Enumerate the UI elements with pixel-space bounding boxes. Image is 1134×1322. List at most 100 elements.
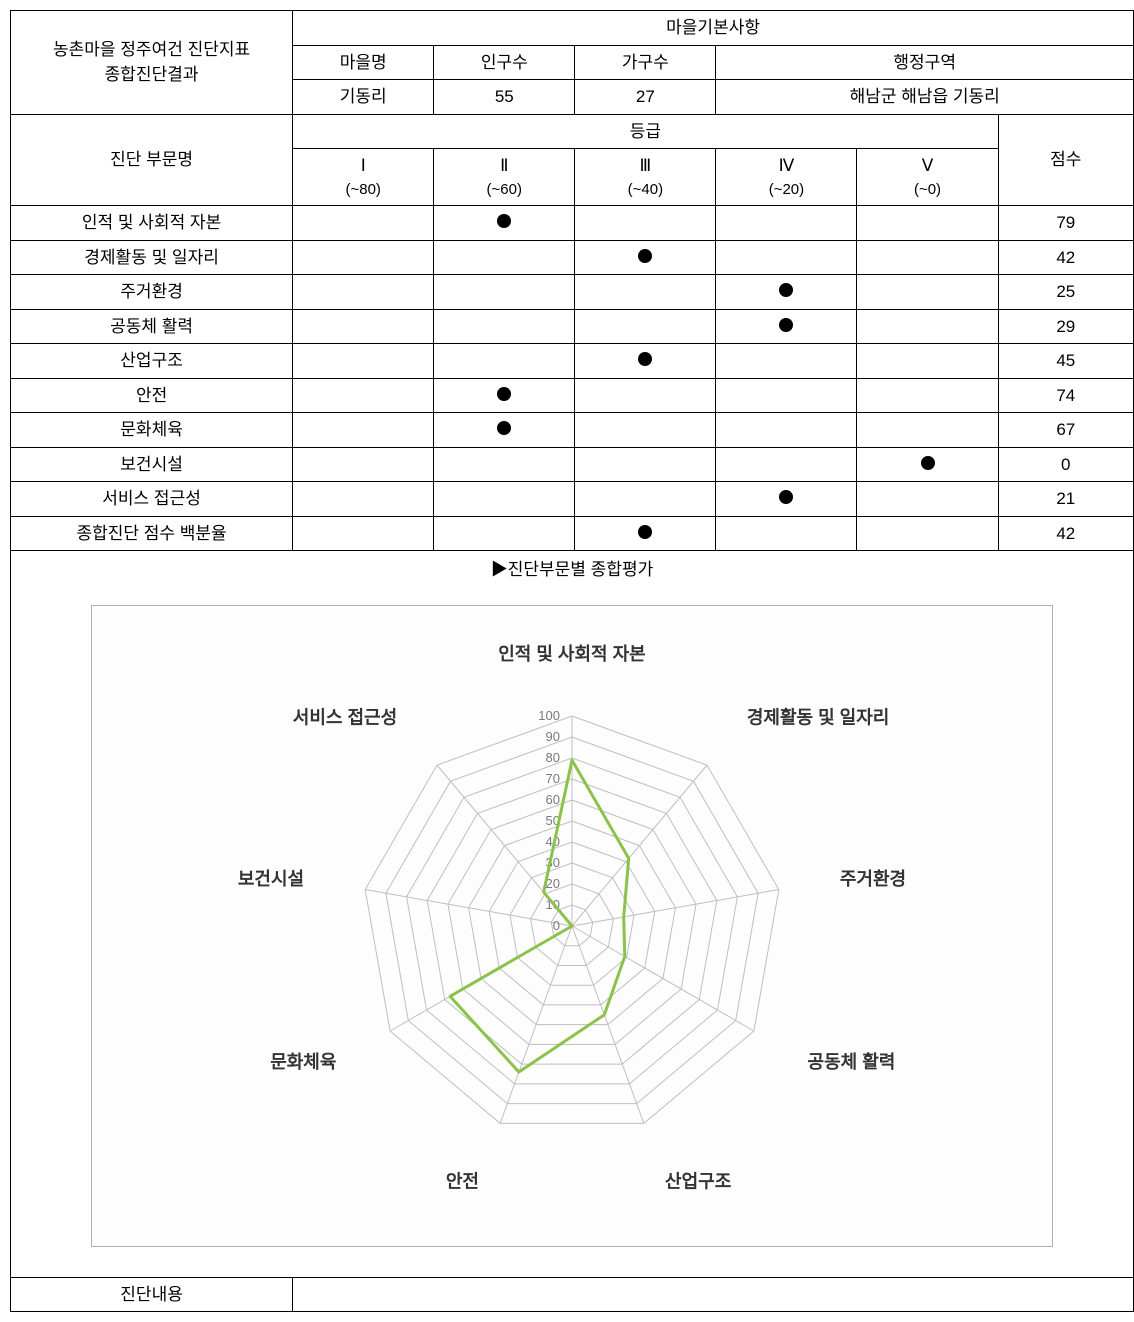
radar-axis-label: 인적 및 사회적 자본 bbox=[498, 644, 645, 664]
grade-cell bbox=[575, 413, 716, 448]
title-line-2: 종합진단결과 bbox=[105, 65, 199, 84]
row-label: 경제활동 및 일자리 bbox=[11, 240, 293, 275]
radar-axis-label: 경제활동 및 일자리 bbox=[747, 707, 889, 727]
radar-tick-label: 0 bbox=[553, 918, 560, 933]
village-name-label: 마을명 bbox=[293, 45, 434, 80]
admin-area-label: 행정구역 bbox=[716, 45, 1134, 80]
radar-axis-label: 공동체 활력 bbox=[808, 1052, 896, 1072]
chart-cell: 0102030405060708090100인적 및 사회적 자본경제활동 및 … bbox=[11, 585, 1134, 1278]
grade-cell bbox=[575, 482, 716, 517]
grade-cell bbox=[575, 275, 716, 310]
grade-cell bbox=[857, 447, 998, 482]
grade-cell bbox=[716, 516, 857, 551]
grade-dot-icon bbox=[497, 214, 511, 228]
radar-tick-label: 100 bbox=[538, 708, 560, 723]
grade-dot-icon bbox=[921, 456, 935, 470]
grade-cell bbox=[434, 378, 575, 413]
score-cell: 74 bbox=[998, 378, 1133, 413]
grade-cell bbox=[434, 516, 575, 551]
row-label: 보건시설 bbox=[11, 447, 293, 482]
score-cell: 29 bbox=[998, 309, 1133, 344]
grade-dot-icon bbox=[779, 490, 793, 504]
section-label-header: 진단 부문명 bbox=[11, 114, 293, 206]
main-title-cell: 농촌마을 정주여건 진단지표 종합진단결과 bbox=[11, 11, 293, 115]
radar-chart: 0102030405060708090100인적 및 사회적 자본경제활동 및 … bbox=[112, 636, 1032, 1196]
grade-dot-icon bbox=[638, 352, 652, 366]
grade-dot-icon bbox=[779, 318, 793, 332]
table-row: 공동체 활력 29 bbox=[11, 309, 1134, 344]
grade-cell bbox=[575, 206, 716, 241]
table-row: 인적 및 사회적 자본79 bbox=[11, 206, 1134, 241]
row-label: 공동체 활력 bbox=[11, 309, 293, 344]
radar-axis-label: 주거환경 bbox=[840, 867, 906, 888]
score-cell: 79 bbox=[998, 206, 1133, 241]
radar-axis-label: 서비스 접근성 bbox=[293, 707, 397, 727]
grade-cell bbox=[857, 275, 998, 310]
radar-spoke bbox=[572, 889, 779, 925]
row-label: 종합진단 점수 백분율 bbox=[11, 516, 293, 551]
grade-cell bbox=[293, 482, 434, 517]
grade-cell bbox=[575, 309, 716, 344]
table-row: 서비스 접근성 21 bbox=[11, 482, 1134, 517]
grade-level-5: Ⅴ(~0) bbox=[857, 149, 998, 206]
row-label: 주거환경 bbox=[11, 275, 293, 310]
grade-cell bbox=[575, 240, 716, 275]
radar-tick-label: 60 bbox=[546, 792, 560, 807]
grade-level-2: Ⅱ(~60) bbox=[434, 149, 575, 206]
grade-cell bbox=[857, 206, 998, 241]
score-cell: 0 bbox=[998, 447, 1133, 482]
households: 27 bbox=[575, 80, 716, 115]
footer-value bbox=[293, 1277, 1134, 1312]
grade-cell bbox=[293, 206, 434, 241]
grade-cell bbox=[293, 413, 434, 448]
grade-cell bbox=[434, 309, 575, 344]
grade-cell bbox=[293, 275, 434, 310]
grade-level-4: Ⅳ(~20) bbox=[716, 149, 857, 206]
radar-axis-label: 안전 bbox=[446, 1171, 479, 1191]
radar-tick-label: 80 bbox=[546, 750, 560, 765]
grade-cell bbox=[716, 378, 857, 413]
village-name: 기동리 bbox=[293, 80, 434, 115]
radar-spoke bbox=[572, 765, 707, 926]
grade-cell bbox=[857, 240, 998, 275]
grade-cell bbox=[716, 206, 857, 241]
table-row: 경제활동 및 일자리 42 bbox=[11, 240, 1134, 275]
grade-cell bbox=[434, 275, 575, 310]
grade-cell bbox=[716, 240, 857, 275]
grade-cell bbox=[857, 482, 998, 517]
grade-cell bbox=[434, 344, 575, 379]
row-label: 서비스 접근성 bbox=[11, 482, 293, 517]
table-row: 문화체육67 bbox=[11, 413, 1134, 448]
grade-cell bbox=[434, 413, 575, 448]
grade-cell bbox=[716, 447, 857, 482]
grade-header: 등급 bbox=[293, 114, 998, 149]
score-cell: 21 bbox=[998, 482, 1133, 517]
table-row: 주거환경 25 bbox=[11, 275, 1134, 310]
grade-cell bbox=[716, 413, 857, 448]
grade-level-3: Ⅲ(~40) bbox=[575, 149, 716, 206]
diagnosis-table: 농촌마을 정주여건 진단지표 종합진단결과 마을기본사항 마을명 인구수 가구수… bbox=[10, 10, 1134, 1312]
grade-cell bbox=[857, 344, 998, 379]
row-label: 안전 bbox=[11, 378, 293, 413]
score-cell: 25 bbox=[998, 275, 1133, 310]
score-cell: 42 bbox=[998, 240, 1133, 275]
radar-axis-label: 보건시설 bbox=[238, 868, 304, 888]
households-label: 가구수 bbox=[575, 45, 716, 80]
grade-cell bbox=[716, 309, 857, 344]
grade-cell bbox=[857, 309, 998, 344]
table-row: 안전 74 bbox=[11, 378, 1134, 413]
grade-cell bbox=[293, 309, 434, 344]
grade-dot-icon bbox=[638, 525, 652, 539]
grade-cell bbox=[575, 516, 716, 551]
admin-area: 해남군 해남읍 기동리 bbox=[716, 80, 1134, 115]
table-row: 산업구조45 bbox=[11, 344, 1134, 379]
grade-cell bbox=[857, 413, 998, 448]
radar-tick-label: 90 bbox=[546, 729, 560, 744]
table-row: 보건시설 0 bbox=[11, 447, 1134, 482]
population-label: 인구수 bbox=[434, 45, 575, 80]
population: 55 bbox=[434, 80, 575, 115]
radar-axis-label: 문화체육 bbox=[270, 1052, 336, 1072]
radar-spoke bbox=[572, 926, 754, 1031]
grade-cell bbox=[434, 206, 575, 241]
grade-cell bbox=[293, 344, 434, 379]
